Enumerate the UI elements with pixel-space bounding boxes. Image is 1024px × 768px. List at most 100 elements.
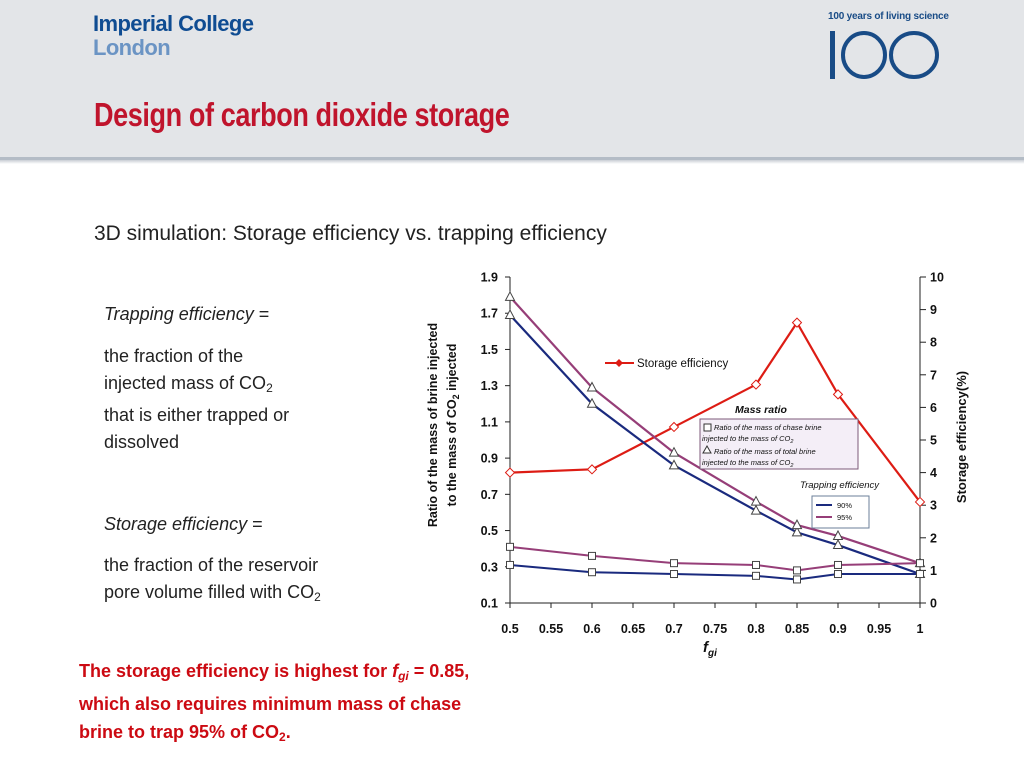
right-y-tick-label: 9 xyxy=(930,303,937,317)
left-axis-label-line-1: Ratio of the mass of brine injected xyxy=(426,323,440,527)
anniversary-digit-1 xyxy=(830,31,835,79)
x-axis-label-f: f xyxy=(703,639,710,656)
chase-brine-point xyxy=(916,570,924,579)
total-brine-point xyxy=(791,526,803,537)
anniversary-100-logo xyxy=(830,31,939,79)
left-y-tick-label: 0.1 xyxy=(481,597,498,611)
slide-header xyxy=(0,0,1024,160)
left-y-tick-label: 0.5 xyxy=(481,524,498,538)
right-y-tick-label: 6 xyxy=(930,401,937,415)
conclusion-line-1a: The storage efficiency is highest for xyxy=(79,661,393,681)
storage-def-co2-subscript: 2 xyxy=(314,590,321,604)
legend-chase-line-1: Ratio of the mass of chase brine xyxy=(714,423,822,432)
left-y-tick-label: 1.9 xyxy=(481,271,498,285)
storage-def-line-1: the fraction of the reservoir xyxy=(104,555,319,575)
chase-brine-point xyxy=(670,570,678,579)
chase-brine-point xyxy=(588,568,596,577)
legend-triangle-marker xyxy=(702,444,712,454)
chase-brine-point xyxy=(916,559,924,568)
legend-90-label: 90% xyxy=(837,501,852,510)
right-y-tick-label: 1 xyxy=(930,564,937,578)
conclusion-line-3: brine to trap 95% of CO2. xyxy=(79,718,469,751)
legend-mass-ratio: Mass ratio Ratio of the mass of chase br… xyxy=(699,404,859,470)
conclusion-line-1: The storage efficiency is highest for fg… xyxy=(79,657,469,690)
legend-storage-efficiency: Storage efficiency xyxy=(605,358,728,370)
right-y-tick-label: 0 xyxy=(930,597,937,611)
storage-efficiency-definition: the fraction of the reservoir pore volum… xyxy=(104,552,321,611)
left-y-tick-label: 0.3 xyxy=(481,560,498,574)
left-axis-label-sub: 2 xyxy=(451,394,461,399)
storage-point xyxy=(668,421,680,433)
slide-title: Design of carbon dioxide storage xyxy=(94,96,510,133)
trapping-def-line-4: dissolved xyxy=(104,432,180,452)
legend-trapping-efficiency: Trapping efficiency 90% 95% xyxy=(800,480,880,529)
anniversary-caption: 100 years of living science xyxy=(828,11,949,22)
conclusion-line-3a: brine to trap 95% of CO xyxy=(79,722,280,742)
legend-storage-label: Storage efficiency xyxy=(637,358,728,370)
chart-series xyxy=(504,290,926,584)
trapping-equals: = xyxy=(253,304,270,324)
series-line-4 xyxy=(509,545,921,572)
legend-total-line-2: injected to the mass of CO2 xyxy=(702,458,793,469)
storage-def-line-2: pore volume filled with CO2 xyxy=(104,579,321,611)
legend-mass-ratio-title: Mass ratio xyxy=(735,404,788,416)
conclusion-line-3b: . xyxy=(285,722,291,742)
imperial-college-logo: Imperial College London xyxy=(93,12,254,60)
left-y-tick-label: 0.9 xyxy=(481,452,498,466)
total-brine-point xyxy=(586,381,598,392)
x-axis-label-sub: gi xyxy=(707,648,717,659)
right-y-tick-label: 7 xyxy=(930,368,937,382)
conclusion-line-1b: = 0.85, xyxy=(408,661,470,681)
right-y-tick-label: 3 xyxy=(930,499,937,513)
total-brine-point xyxy=(791,519,803,530)
total-brine-point xyxy=(504,308,516,320)
x-tick-label: 1 xyxy=(917,622,924,636)
series-line-3 xyxy=(509,563,920,581)
storage-point xyxy=(750,379,762,390)
chase-brine-point xyxy=(793,575,801,584)
chase-brine-point xyxy=(752,571,760,580)
x-tick-label: 0.9 xyxy=(829,622,846,636)
series-line-0 xyxy=(509,320,921,503)
left-y-tick-label: 1.3 xyxy=(481,379,498,393)
right-y-tick-label: 8 xyxy=(930,336,937,350)
legend-trapping-box xyxy=(811,495,870,529)
total-brine-point xyxy=(586,397,598,408)
x-tick-label: 0.5 xyxy=(501,622,518,636)
right-axis-label: Storage efficiency(%) xyxy=(954,371,969,503)
legend-storage-marker xyxy=(615,359,623,367)
chase-brine-point xyxy=(834,570,842,579)
slide-subtitle: 3D simulation: Storage efficiency vs. tr… xyxy=(94,222,607,245)
left-y-tick-label: 1.5 xyxy=(481,343,498,357)
right-y-tick-label: 5 xyxy=(930,434,937,448)
total-brine-point xyxy=(832,538,844,550)
total-brine-point xyxy=(504,290,516,301)
legend-mass-ratio-box xyxy=(699,418,859,470)
trapping-def-line-2-text: injected mass of CO xyxy=(104,373,267,393)
storage-point xyxy=(586,464,598,475)
conclusion-line-2: which also requires minimum mass of chas… xyxy=(79,694,462,714)
left-axis-label-line-2: to the mass of CO2 injected xyxy=(445,344,461,507)
left-axis-label-line-2a: to the mass of CO xyxy=(445,399,459,506)
storage-equals: = xyxy=(247,514,263,534)
chase-brine-point xyxy=(793,566,801,575)
x-tick-label: 0.8 xyxy=(747,622,764,636)
legend-square-marker xyxy=(703,423,712,432)
conclusion-fgi-subscript: gi xyxy=(398,669,409,683)
legend-chase-sub: 2 xyxy=(789,439,793,445)
left-y-tick-label: 1.1 xyxy=(481,415,498,429)
storage-term-text: Storage efficiency xyxy=(104,514,248,534)
left-y-tick-label: 1.7 xyxy=(481,307,498,321)
x-tick-label: 0.65 xyxy=(621,622,645,636)
chart-axes: 0.5 0.55 0.6 0.65 0.7 0.75 0.8 0.85 0.9 0.95 10.10… xyxy=(481,271,944,637)
conclusion-co2-subscript: 2 xyxy=(279,730,286,744)
right-y-tick-label: 2 xyxy=(930,531,937,545)
right-y-tick-label: 4 xyxy=(930,466,937,480)
x-tick-label: 0.6 xyxy=(583,622,600,636)
legend-total-line-2-text: injected to the mass of CO xyxy=(702,458,791,467)
total-brine-point xyxy=(668,459,680,470)
trapping-def-line-2: injected mass of CO2 xyxy=(104,370,289,402)
storage-efficiency-term: Storage efficiency = xyxy=(104,514,263,535)
storage-point xyxy=(832,389,844,400)
